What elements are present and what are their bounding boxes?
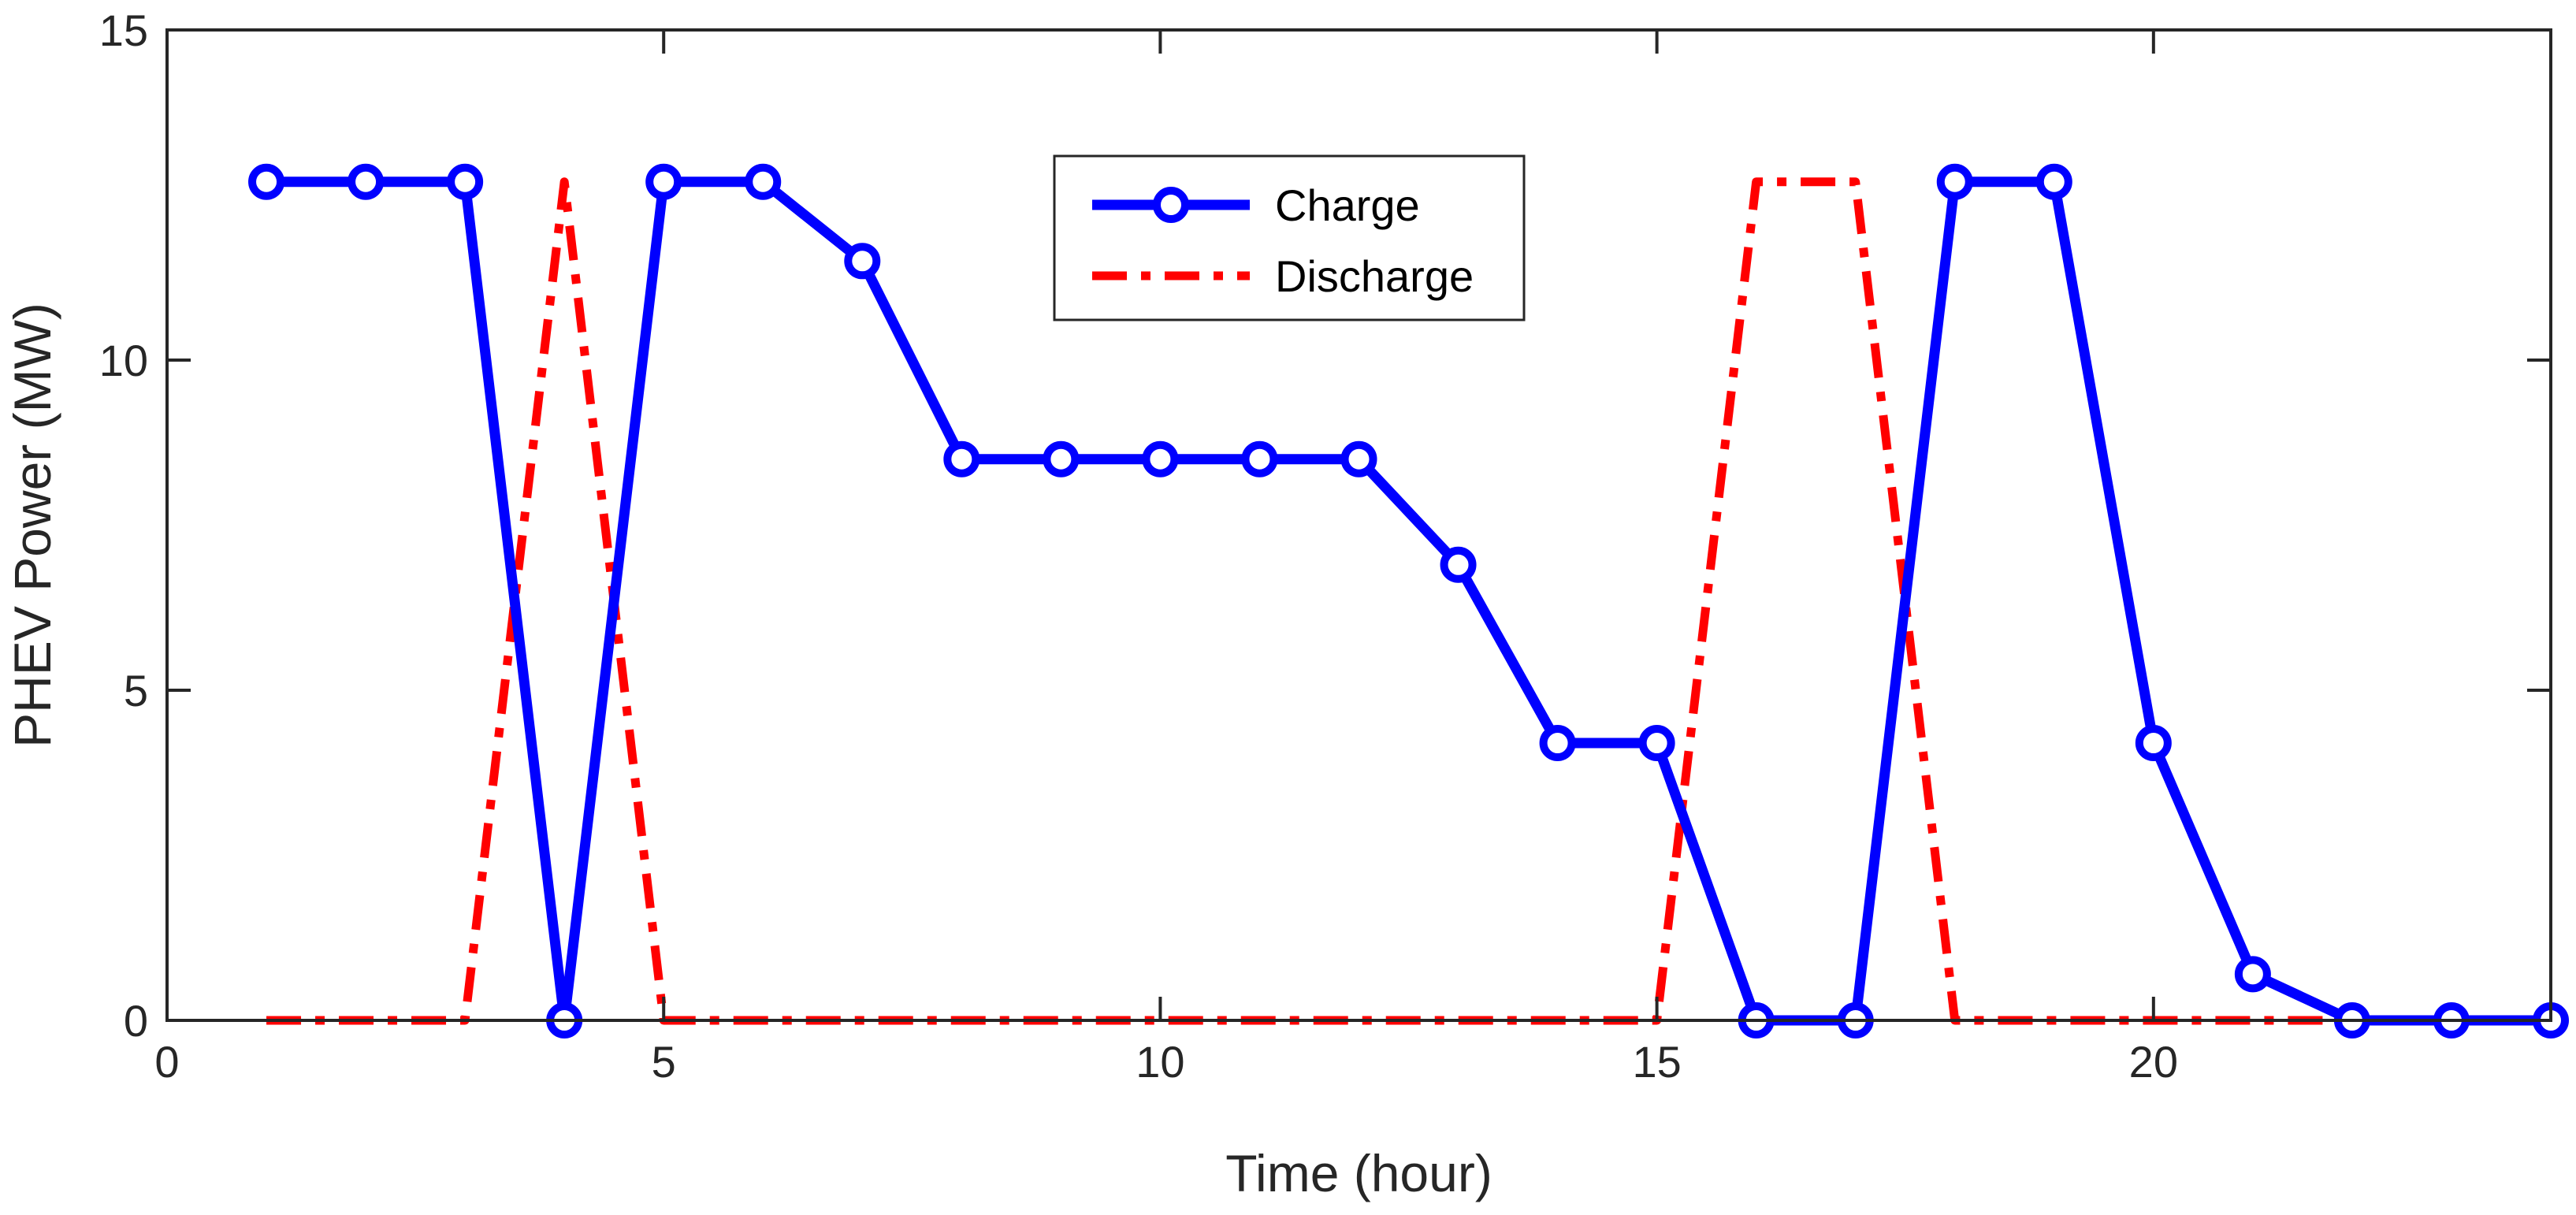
x-tick-label: 0: [154, 1037, 179, 1087]
legend-marker-charge: [1153, 187, 1189, 223]
y-tick-label: 5: [124, 666, 148, 715]
x-axis-title: Time (hour): [1225, 1144, 1492, 1202]
y-axis-title: PHEV Power (MW): [3, 303, 61, 748]
legend-label-discharge: Discharge: [1275, 251, 1474, 301]
data-point-charge: [1241, 440, 1278, 477]
data-point-charge: [447, 163, 484, 200]
data-point-charge: [844, 243, 881, 280]
ticks-layer: 0 5 10 15 20 0 5 10 15: [99, 6, 2551, 1087]
data-point-charge: [943, 440, 980, 477]
data-point-charge: [1440, 546, 1477, 583]
x-tick-label: 10: [1136, 1037, 1184, 1087]
data-point-charge: [1043, 440, 1080, 477]
data-point-charge: [348, 163, 385, 200]
data-point-charge: [2035, 163, 2072, 200]
data-point-charge: [1936, 163, 1973, 200]
x-tick-label: 20: [2129, 1037, 2178, 1087]
series-line-charge: [266, 176, 2551, 1026]
y-tick-label: 0: [124, 996, 148, 1046]
data-point-charge: [645, 163, 682, 200]
x-tick-label: 5: [652, 1037, 676, 1087]
data-point-charge: [2234, 956, 2271, 993]
legend: Charge Discharge: [1053, 154, 1526, 321]
data-point-charge: [1638, 725, 1675, 762]
data-point-charge: [1539, 725, 1576, 762]
y-tick-label: 15: [99, 6, 148, 55]
legend-label-charge: Charge: [1275, 180, 1420, 230]
data-point-charge: [745, 163, 782, 200]
x-tick-label: 15: [1632, 1037, 1681, 1087]
data-point-charge: [1340, 440, 1377, 477]
data-point-charge: [248, 163, 285, 200]
y-tick-label: 10: [99, 336, 148, 385]
legend-box: [1053, 154, 1526, 321]
data-point-charge: [2135, 725, 2172, 762]
data-point-charge: [1142, 440, 1179, 477]
plot-frame: [165, 28, 2552, 1022]
